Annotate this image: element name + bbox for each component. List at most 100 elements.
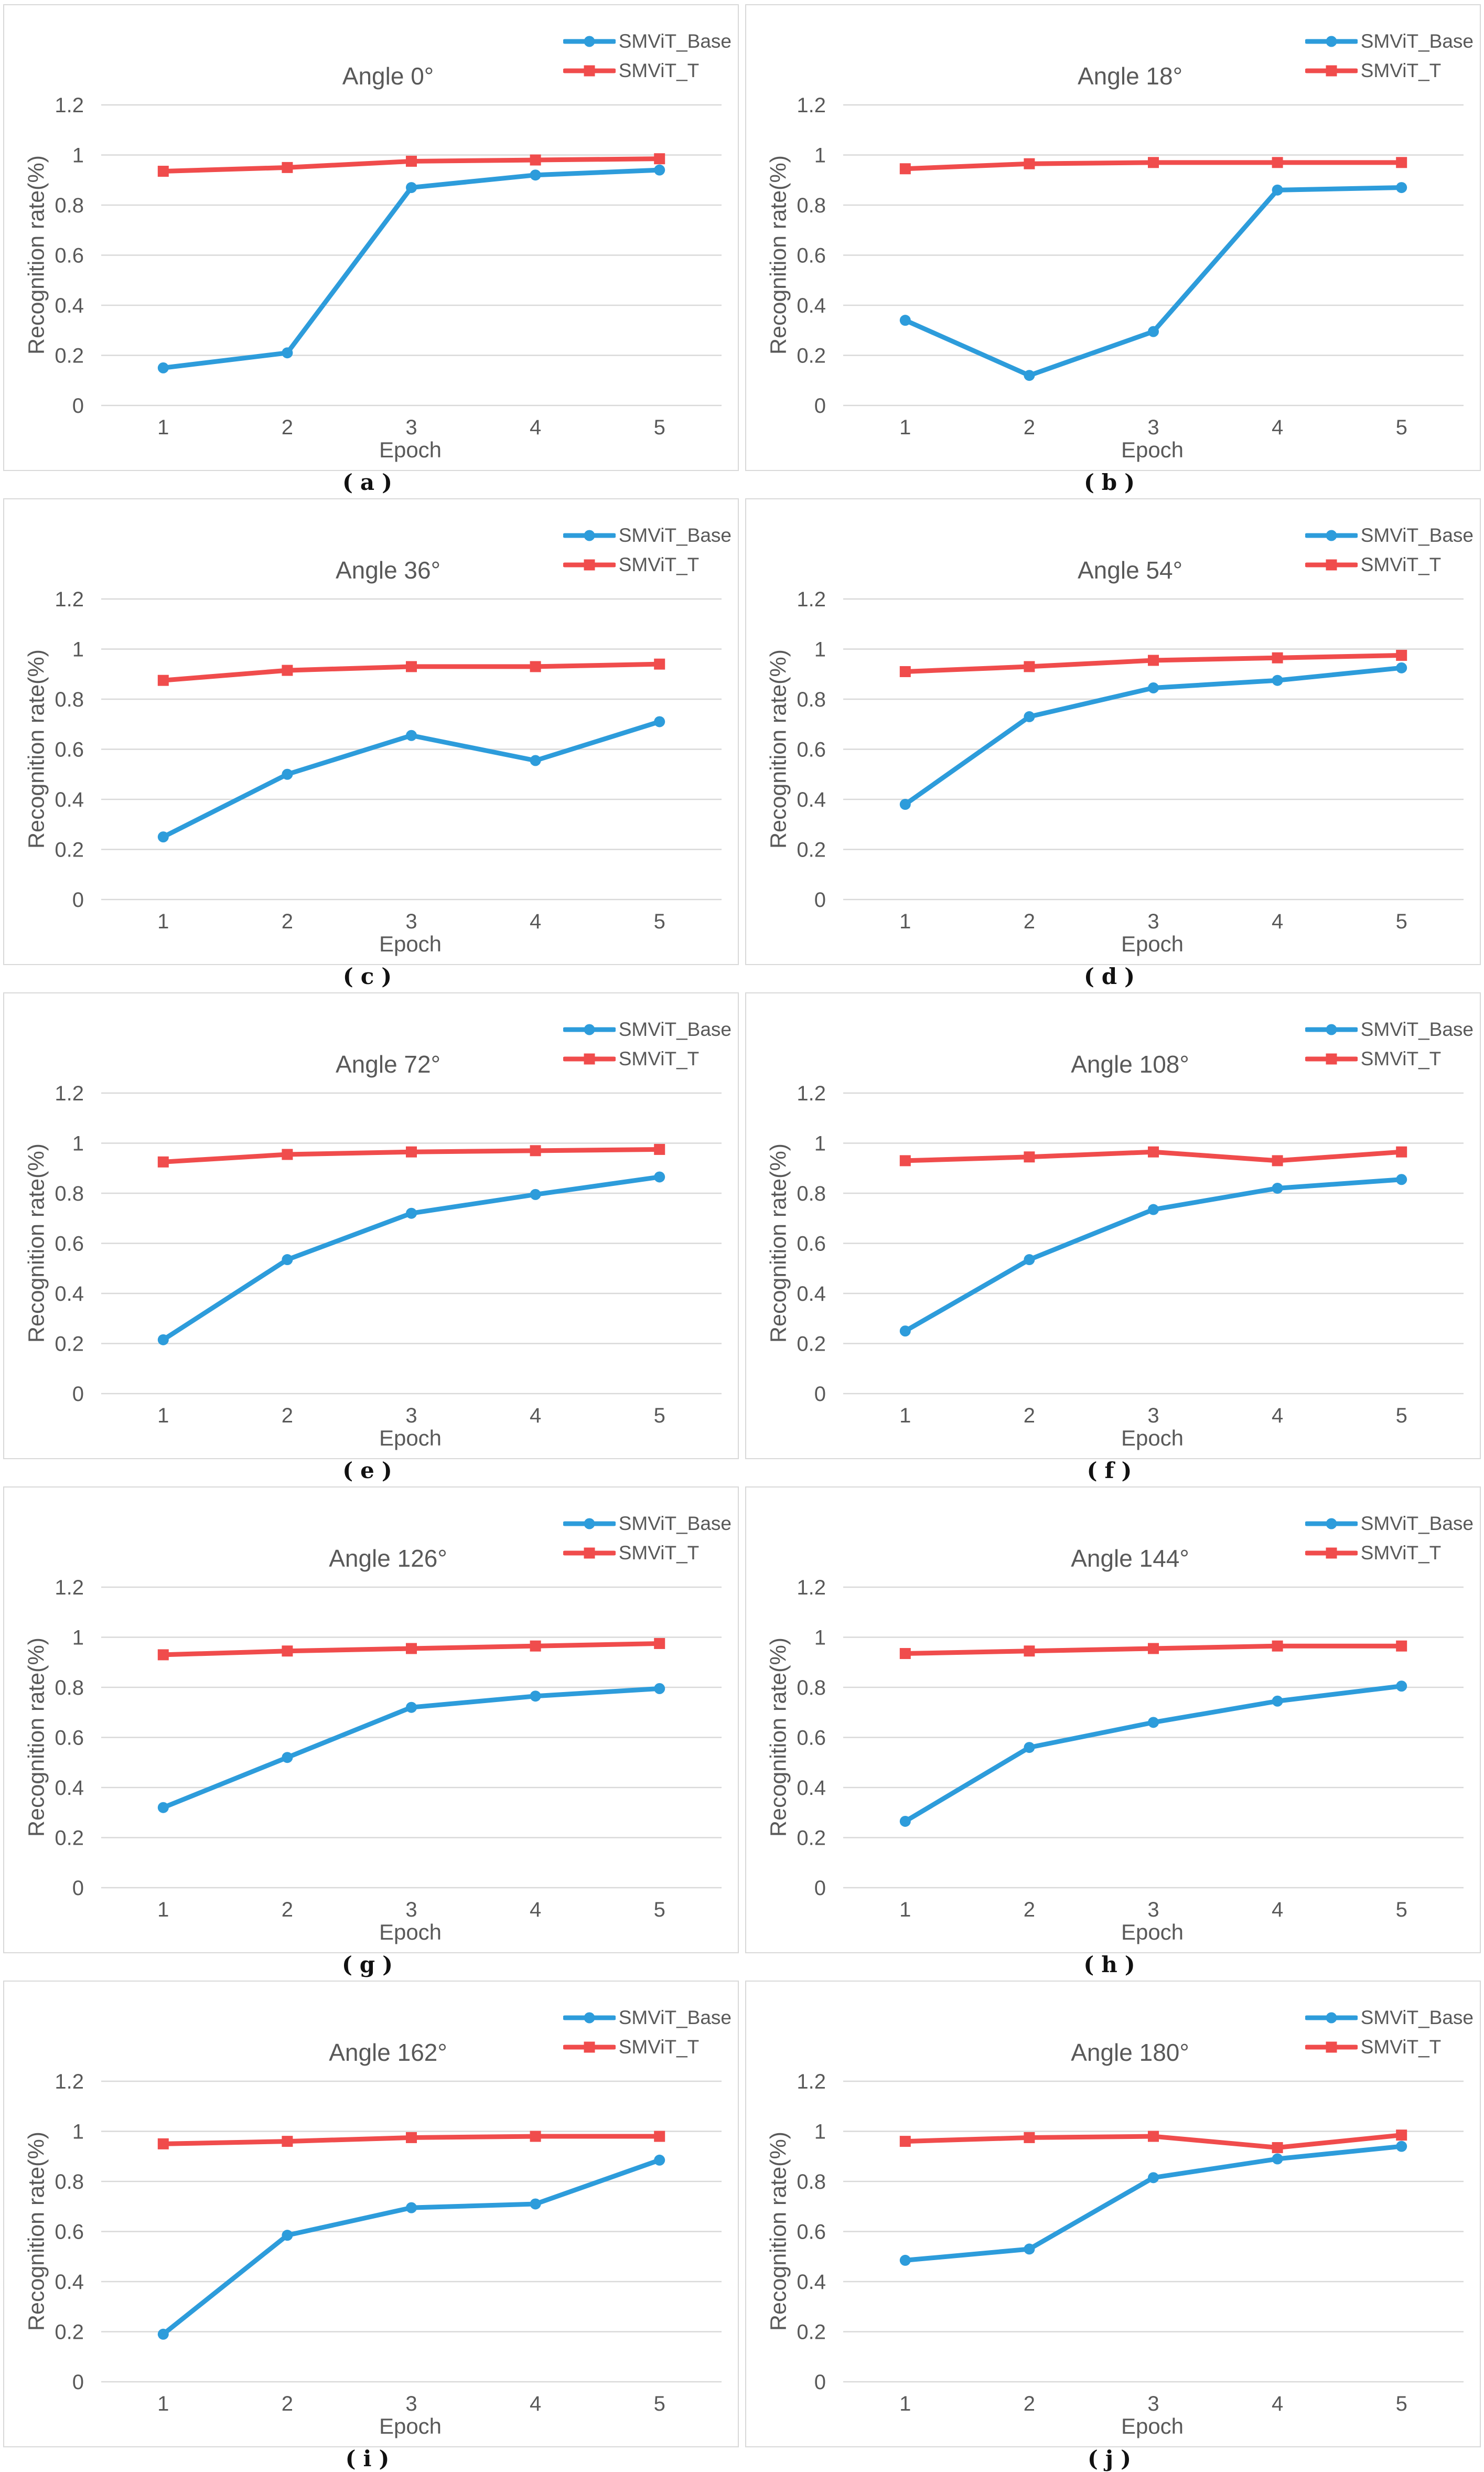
svg-text:5: 5: [654, 1404, 665, 1427]
legend-marker-t-icon: [1305, 1547, 1358, 1559]
svg-text:0.6: 0.6: [55, 1233, 84, 1256]
legend-marker-t-icon: [563, 1547, 616, 1559]
legend-label-base: SMViT_Base: [618, 2007, 732, 2028]
plot-area: 0 0.2 0.4 0.6 0.8 1 1.2 1 2 3 4 5: [797, 1082, 1464, 1427]
svg-text:2: 2: [282, 2392, 293, 2415]
svg-text:0.2: 0.2: [55, 2321, 84, 2344]
legend-marker-t-icon: [1305, 1053, 1358, 1065]
chart-panel: Angle 72° SMViT_Base SMViT_T Recognition…: [3, 992, 739, 1482]
svg-text:0.6: 0.6: [797, 1727, 826, 1750]
svg-text:1: 1: [814, 2121, 826, 2144]
legend: SMViT_Base SMViT_T: [563, 525, 732, 576]
subplot-label: (e): [342, 1458, 400, 1483]
svg-text:0.8: 0.8: [797, 194, 826, 217]
legend-marker-base-icon: [1305, 530, 1358, 541]
legend: SMViT_Base SMViT_T: [563, 1513, 732, 1564]
svg-text:5: 5: [654, 416, 665, 439]
legend-item-base: SMViT_Base: [1305, 30, 1474, 52]
svg-text:0.2: 0.2: [55, 839, 84, 862]
svg-text:0.8: 0.8: [55, 688, 84, 711]
svg-text:2: 2: [1024, 910, 1035, 933]
svg-text:0: 0: [72, 394, 84, 418]
svg-text:1.2: 1.2: [797, 1082, 826, 1105]
x-axis-label: Epoch: [379, 2414, 442, 2438]
svg-text:0.2: 0.2: [797, 1827, 826, 1850]
x-axis-label: Epoch: [1121, 437, 1184, 462]
legend-label-t: SMViT_T: [1360, 1542, 1442, 1564]
svg-text:1: 1: [157, 910, 169, 933]
svg-text:4: 4: [1272, 1404, 1283, 1427]
svg-text:1: 1: [899, 1898, 911, 1921]
chart-title: Angle 144°: [1071, 1545, 1189, 1572]
legend-marker-t-icon: [1305, 2041, 1358, 2053]
legend-marker-base-icon: [1305, 1024, 1358, 1035]
legend-item-base: SMViT_Base: [563, 1019, 732, 1041]
legend-label-base: SMViT_Base: [618, 30, 732, 52]
svg-text:1.2: 1.2: [55, 1576, 84, 1599]
svg-text:1.2: 1.2: [797, 588, 826, 611]
svg-text:0.8: 0.8: [797, 1676, 826, 1699]
chart-title: Angle 18°: [1078, 62, 1182, 90]
svg-text:0.4: 0.4: [797, 2271, 826, 2294]
legend-item-t: SMViT_T: [563, 554, 732, 576]
legend-label-t: SMViT_T: [1360, 554, 1442, 575]
svg-text:2: 2: [282, 1898, 293, 1921]
svg-text:1: 1: [814, 144, 826, 167]
svg-text:3: 3: [1147, 1898, 1159, 1921]
svg-text:0.4: 0.4: [797, 1282, 826, 1305]
legend-item-t: SMViT_T: [563, 1048, 732, 1070]
svg-text:1.2: 1.2: [55, 1082, 84, 1105]
svg-text:3: 3: [405, 2392, 417, 2415]
svg-text:1: 1: [157, 1898, 169, 1921]
legend-label-t: SMViT_T: [1360, 2036, 1442, 2058]
legend-item-t: SMViT_T: [1305, 2036, 1474, 2058]
legend-marker-t-icon: [1305, 65, 1358, 77]
legend-item-base: SMViT_Base: [1305, 1019, 1474, 1041]
x-axis-label: Epoch: [1121, 1426, 1184, 1450]
plot-area: 0 0.2 0.4 0.6 0.8 1 1.2 1 2 3 4 5: [797, 2070, 1464, 2415]
svg-text:0.8: 0.8: [55, 1182, 84, 1205]
svg-text:0.4: 0.4: [797, 1777, 826, 1800]
legend-label-t: SMViT_T: [618, 1542, 700, 1564]
svg-text:1: 1: [899, 910, 911, 933]
svg-text:2: 2: [1024, 1404, 1035, 1427]
subplot-label: (b): [1083, 469, 1143, 495]
svg-text:4: 4: [530, 1898, 541, 1921]
svg-text:4: 4: [530, 416, 541, 439]
svg-text:0.2: 0.2: [797, 345, 826, 368]
legend-item-t: SMViT_T: [1305, 1542, 1474, 1564]
svg-text:0.2: 0.2: [55, 345, 84, 368]
legend-item-base: SMViT_Base: [563, 1513, 732, 1535]
svg-text:0.4: 0.4: [55, 788, 84, 811]
svg-text:0: 0: [72, 889, 84, 912]
svg-text:1: 1: [72, 1132, 84, 1155]
svg-text:5: 5: [1396, 1404, 1407, 1427]
svg-text:0.8: 0.8: [797, 1182, 826, 1205]
svg-text:0.8: 0.8: [55, 194, 84, 217]
svg-text:0.8: 0.8: [797, 2170, 826, 2193]
svg-text:0.4: 0.4: [55, 1777, 84, 1800]
svg-text:5: 5: [1396, 2392, 1407, 2415]
chart-title: Angle 180°: [1071, 2039, 1189, 2066]
chart-panel: Angle 108° SMViT_Base SMViT_T Recognitio…: [745, 992, 1481, 1482]
svg-text:0: 0: [814, 1877, 826, 1900]
legend-marker-t-icon: [563, 65, 616, 77]
svg-text:4: 4: [530, 1404, 541, 1427]
subplot-label: (a): [342, 469, 400, 495]
svg-text:1: 1: [72, 2121, 84, 2144]
legend-label-t: SMViT_T: [1360, 60, 1442, 81]
svg-text:4: 4: [1272, 416, 1283, 439]
svg-text:4: 4: [1272, 910, 1283, 933]
chart: Angle 36° SMViT_Base SMViT_T Recognition…: [3, 498, 739, 965]
legend-item-t: SMViT_T: [563, 60, 732, 82]
legend-marker-base-icon: [563, 1518, 616, 1529]
legend-marker-t-icon: [563, 559, 616, 571]
svg-text:1: 1: [899, 1404, 911, 1427]
svg-text:0.2: 0.2: [797, 2321, 826, 2344]
svg-text:4: 4: [1272, 1898, 1283, 1921]
plot-area: 0 0.2 0.4 0.6 0.8 1 1.2 1 2 3 4 5: [55, 1082, 722, 1427]
legend-marker-base-icon: [563, 36, 616, 47]
legend-item-t: SMViT_T: [563, 2036, 732, 2058]
legend: SMViT_Base SMViT_T: [1305, 1019, 1474, 1070]
